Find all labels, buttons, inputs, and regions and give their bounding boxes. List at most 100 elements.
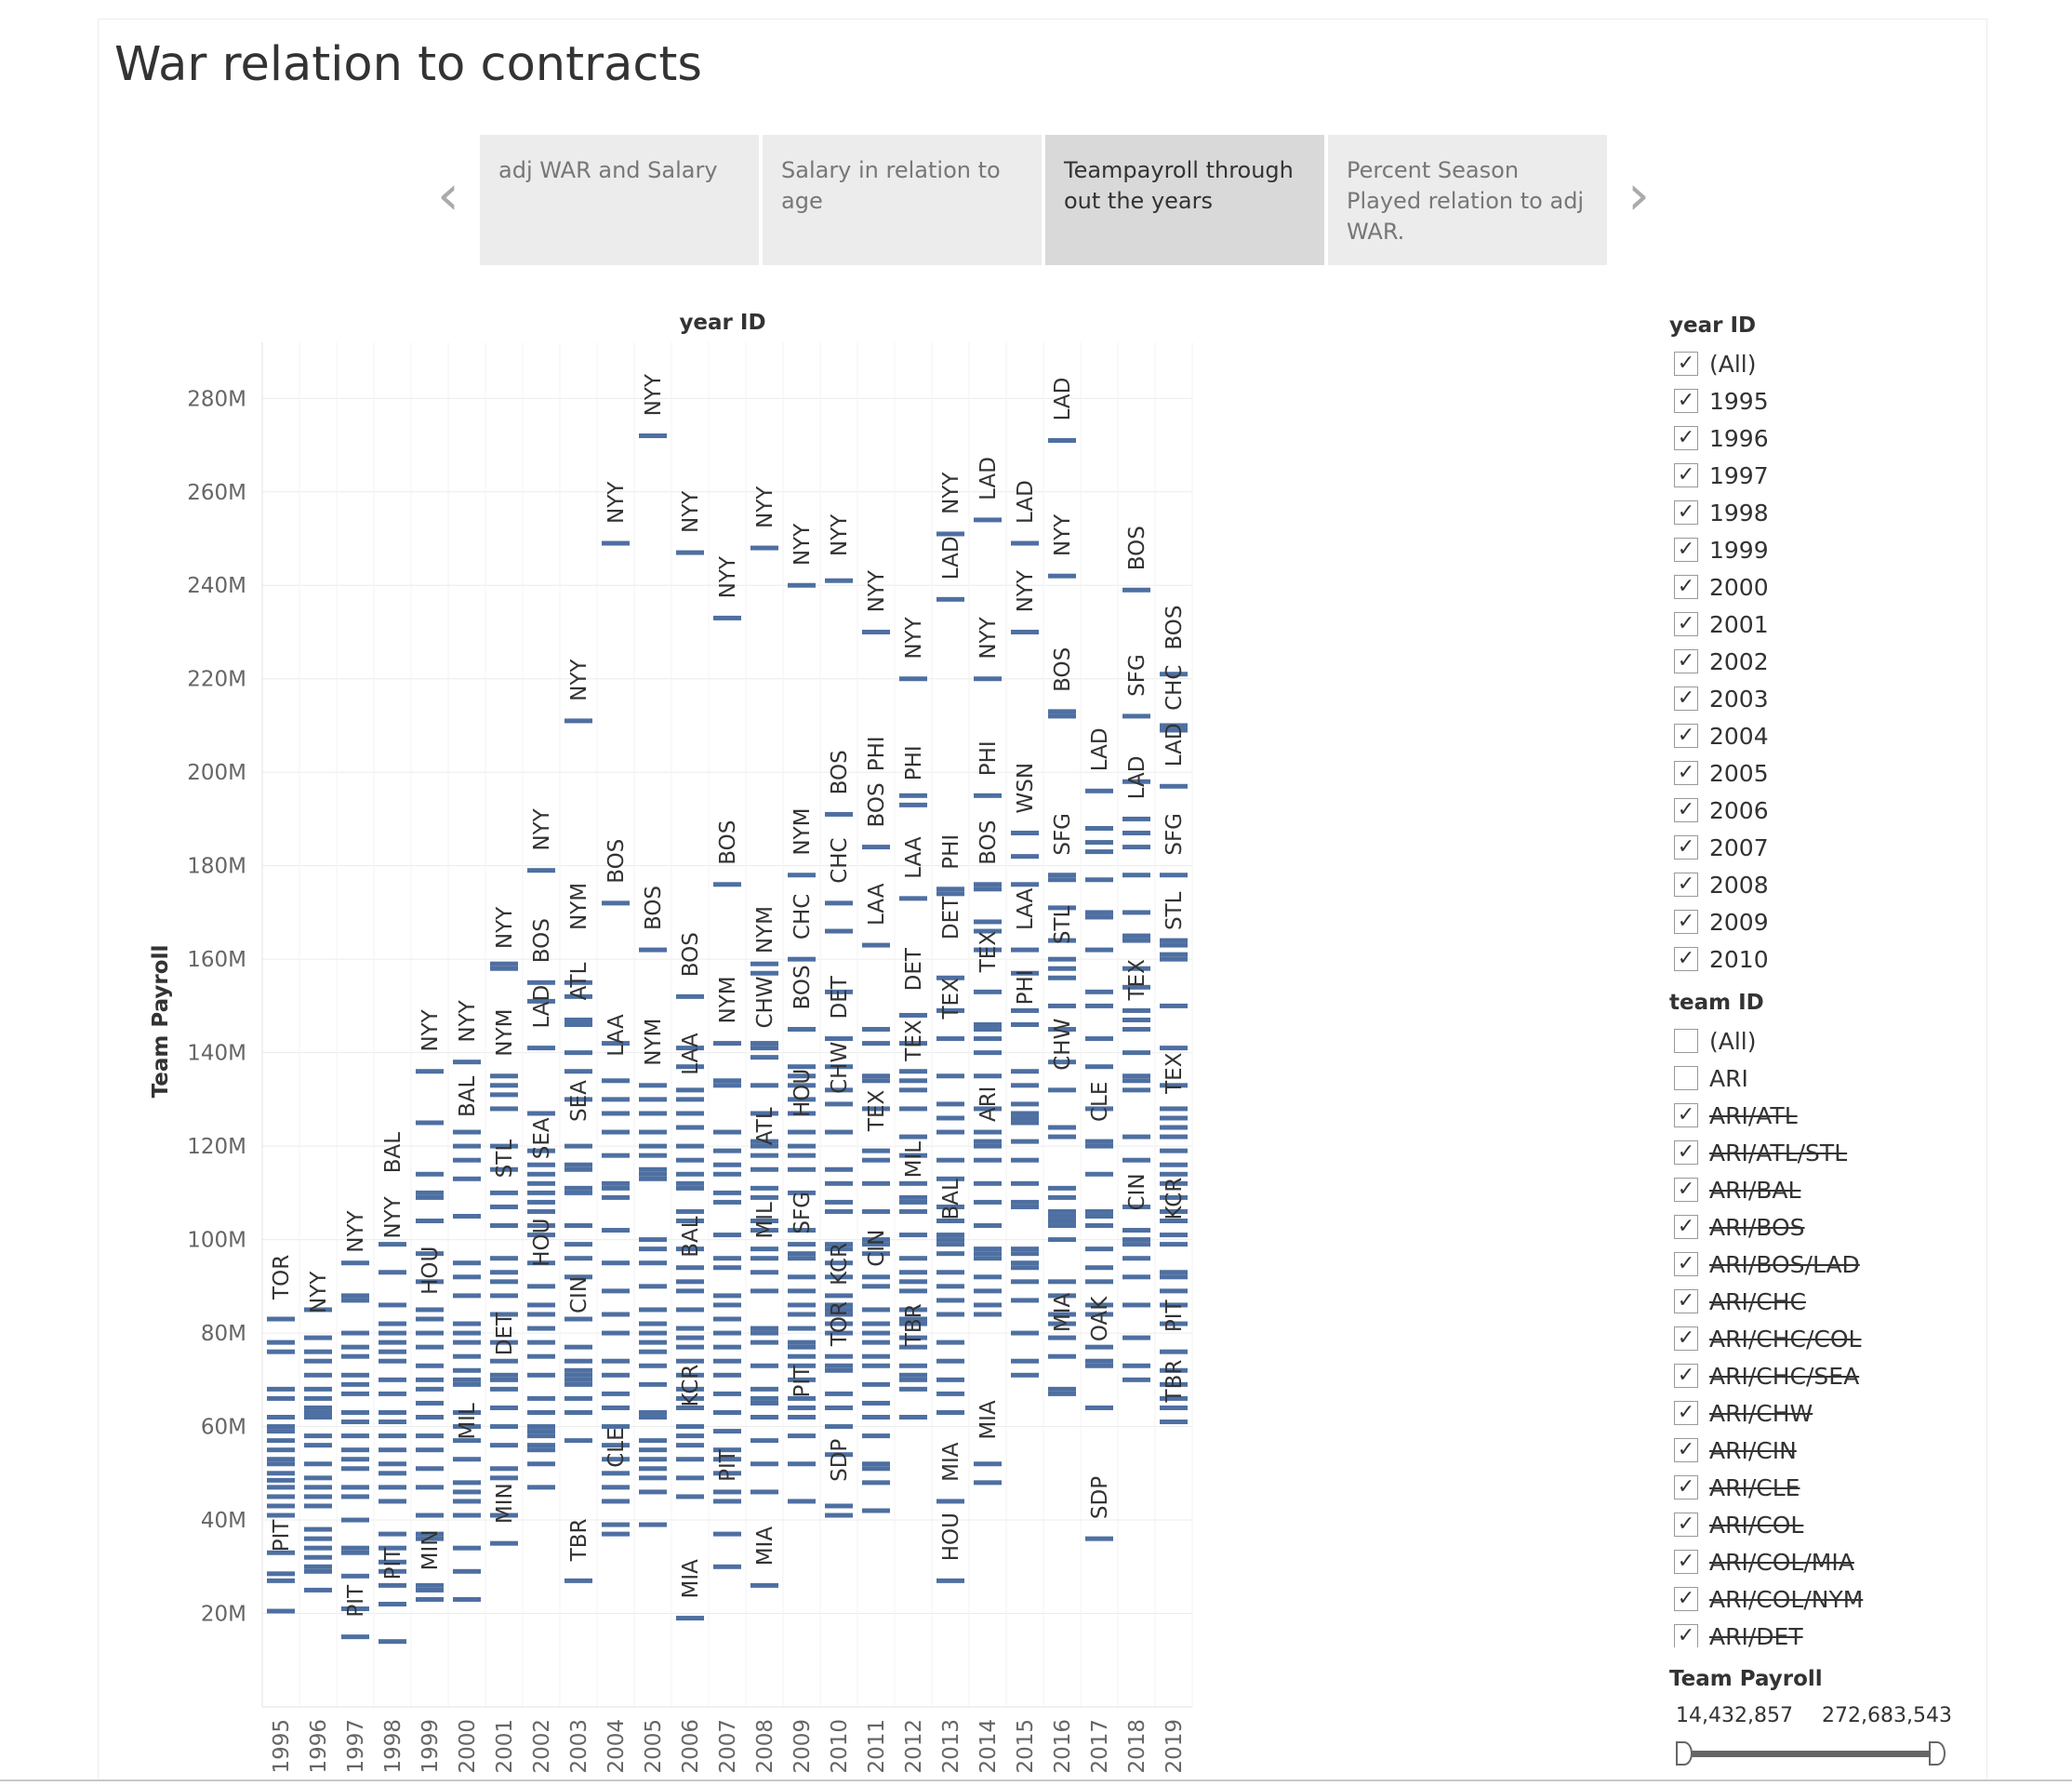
team-filter-item[interactable]: ✓ ARI/CHC bbox=[1674, 1283, 1953, 1320]
payroll-mark bbox=[490, 1405, 518, 1410]
year-filter-item[interactable]: ✓ 2010 bbox=[1674, 940, 1953, 978]
checkbox-icon[interactable]: ✓ bbox=[1674, 1438, 1698, 1462]
payroll-mark bbox=[899, 1194, 927, 1200]
checkbox-icon[interactable]: ✓ bbox=[1674, 1215, 1698, 1239]
team-filter-item[interactable]: ✓ ARI/BOS bbox=[1674, 1208, 1953, 1246]
team-filter-item[interactable]: ✓ ARI/COL/MIA bbox=[1674, 1543, 1953, 1580]
year-filter-item[interactable]: ✓ 2001 bbox=[1674, 606, 1953, 643]
team-filter-item[interactable]: ✓ ARI/ATL bbox=[1674, 1097, 1953, 1134]
checkbox-icon[interactable]: ✓ bbox=[1674, 761, 1698, 785]
checkbox-icon[interactable]: ✓ bbox=[1674, 352, 1698, 376]
year-filter-item[interactable]: ✓ 1999 bbox=[1674, 531, 1953, 568]
year-filter-item[interactable]: ✓ 2007 bbox=[1674, 829, 1953, 866]
team-filter-item[interactable]: ✓ ARI/DET bbox=[1674, 1618, 1953, 1647]
payroll-mark bbox=[825, 1330, 853, 1336]
team-filter-item[interactable]: ✓ ARI/CHC/SEA bbox=[1674, 1357, 1953, 1394]
payroll-mark bbox=[788, 1153, 816, 1158]
story-next-button[interactable]: › bbox=[1620, 167, 1657, 228]
checkbox-icon[interactable]: ✓ bbox=[1674, 1624, 1698, 1647]
year-filter-item[interactable]: ✓ 1996 bbox=[1674, 420, 1953, 457]
checkbox-icon[interactable]: ✓ bbox=[1674, 1178, 1698, 1202]
year-filter-item[interactable]: ✓ 1995 bbox=[1674, 382, 1953, 420]
story-prev-button[interactable]: ‹ bbox=[430, 167, 467, 228]
payroll-slider-track[interactable] bbox=[1683, 1751, 1934, 1757]
year-filter-item[interactable]: ✓ 2002 bbox=[1674, 643, 1953, 680]
checkbox-icon[interactable]: ✓ bbox=[1674, 1401, 1698, 1425]
year-filter-item[interactable]: ✓ 2004 bbox=[1674, 717, 1953, 754]
payroll-slider-min-handle[interactable] bbox=[1676, 1741, 1693, 1766]
payroll-mark bbox=[788, 1097, 816, 1102]
checkbox-icon[interactable]: ✓ bbox=[1674, 798, 1698, 822]
payroll-mark bbox=[267, 1550, 295, 1555]
checkbox-icon[interactable]: ✓ bbox=[1674, 1140, 1698, 1165]
team-mark-label: TEX bbox=[1162, 1052, 1187, 1095]
year-filter-item[interactable]: ✓ 2006 bbox=[1674, 792, 1953, 829]
payroll-mark bbox=[1011, 1260, 1039, 1266]
year-filter-item[interactable]: ✓ (All) bbox=[1674, 345, 1953, 382]
year-filter-item[interactable]: ✓ 2000 bbox=[1674, 568, 1953, 606]
team-filter-item[interactable]: ARI bbox=[1674, 1060, 1953, 1097]
payroll-mark bbox=[453, 1381, 481, 1387]
team-filter-item[interactable]: (All) bbox=[1674, 1022, 1953, 1060]
payroll-mark bbox=[713, 882, 741, 887]
payroll-slider-max-handle[interactable] bbox=[1929, 1741, 1946, 1766]
checkbox-icon[interactable]: ✓ bbox=[1674, 649, 1698, 673]
checkbox-icon[interactable]: ✓ bbox=[1674, 612, 1698, 636]
story-tab-salary-age[interactable]: Salary in relation to age bbox=[763, 135, 1042, 265]
year-filter-item[interactable]: ✓ 2003 bbox=[1674, 680, 1953, 717]
team-filter-item[interactable]: ✓ ARI/COL bbox=[1674, 1506, 1953, 1543]
checkbox-icon[interactable]: ✓ bbox=[1674, 1475, 1698, 1499]
checkbox-icon[interactable]: ✓ bbox=[1674, 575, 1698, 599]
team-filter-item[interactable]: ✓ ARI/CHW bbox=[1674, 1394, 1953, 1432]
checkbox-icon[interactable]: ✓ bbox=[1674, 1550, 1698, 1574]
year-filter-item[interactable]: ✓ 1997 bbox=[1674, 457, 1953, 494]
checkbox-icon[interactable]: ✓ bbox=[1674, 910, 1698, 934]
team-filter-item[interactable]: ✓ ARI/COL/NYM bbox=[1674, 1580, 1953, 1618]
checkbox-icon[interactable]: ✓ bbox=[1674, 835, 1698, 860]
team-filter-item[interactable]: ✓ ARI/CIN bbox=[1674, 1432, 1953, 1469]
checkbox-icon[interactable]: ✓ bbox=[1674, 1103, 1698, 1127]
payroll-mark bbox=[527, 998, 555, 1004]
checkbox-icon[interactable]: ✓ bbox=[1674, 947, 1698, 971]
team-filter-item[interactable]: ✓ ARI/ATL/STL bbox=[1674, 1134, 1953, 1171]
team-filter-item[interactable]: ✓ ARI/CHC/COL bbox=[1674, 1320, 1953, 1357]
checkbox-icon[interactable]: ✓ bbox=[1674, 389, 1698, 413]
team-mark-label: NYY bbox=[418, 1008, 443, 1051]
year-filter-label: 1999 bbox=[1709, 536, 1769, 564]
story-tab-adj-war-salary[interactable]: adj WAR and Salary bbox=[480, 135, 759, 265]
checkbox-icon[interactable]: ✓ bbox=[1674, 426, 1698, 450]
team-filter-label: ARI/DET bbox=[1709, 1622, 1803, 1648]
checkbox-icon[interactable]: ✓ bbox=[1674, 1326, 1698, 1351]
payroll-mark bbox=[602, 1041, 630, 1046]
story-tab-percent-season[interactable]: Percent Season Played relation to adj WA… bbox=[1328, 135, 1607, 265]
payroll-mark bbox=[676, 1125, 704, 1130]
payroll-mark bbox=[676, 1424, 704, 1430]
checkbox-icon[interactable]: ✓ bbox=[1674, 1587, 1698, 1611]
story-tab-teampayroll[interactable]: Teampayroll through out the years bbox=[1045, 135, 1324, 265]
payroll-mark bbox=[1048, 1213, 1076, 1219]
year-filter-item[interactable]: ✓ 2008 bbox=[1674, 866, 1953, 903]
team-filter-item[interactable]: ✓ ARI/CLE bbox=[1674, 1469, 1953, 1506]
payroll-mark bbox=[825, 1513, 853, 1518]
team-filter-item[interactable]: ✓ ARI/BAL bbox=[1674, 1171, 1953, 1208]
checkbox-icon[interactable] bbox=[1674, 1066, 1698, 1090]
checkbox-icon[interactable]: ✓ bbox=[1674, 1513, 1698, 1537]
checkbox-icon[interactable]: ✓ bbox=[1674, 873, 1698, 897]
year-filter-item[interactable]: ✓ 2005 bbox=[1674, 754, 1953, 792]
payroll-mark bbox=[1011, 831, 1039, 836]
checkbox-icon[interactable]: ✓ bbox=[1674, 538, 1698, 562]
year-filter-item[interactable]: ✓ 1998 bbox=[1674, 494, 1953, 531]
payroll-mark bbox=[1048, 1194, 1076, 1200]
checkbox-icon[interactable]: ✓ bbox=[1674, 1252, 1698, 1276]
checkbox-icon[interactable] bbox=[1674, 1029, 1698, 1053]
checkbox-icon[interactable]: ✓ bbox=[1674, 686, 1698, 711]
payroll-mark bbox=[676, 1157, 704, 1163]
checkbox-icon[interactable]: ✓ bbox=[1674, 500, 1698, 525]
payroll-mark bbox=[379, 1409, 406, 1415]
checkbox-icon[interactable]: ✓ bbox=[1674, 463, 1698, 487]
checkbox-icon[interactable]: ✓ bbox=[1674, 724, 1698, 748]
year-filter-item[interactable]: ✓ 2009 bbox=[1674, 903, 1953, 940]
checkbox-icon[interactable]: ✓ bbox=[1674, 1289, 1698, 1313]
checkbox-icon[interactable]: ✓ bbox=[1674, 1364, 1698, 1388]
team-filter-item[interactable]: ✓ ARI/BOS/LAD bbox=[1674, 1246, 1953, 1283]
